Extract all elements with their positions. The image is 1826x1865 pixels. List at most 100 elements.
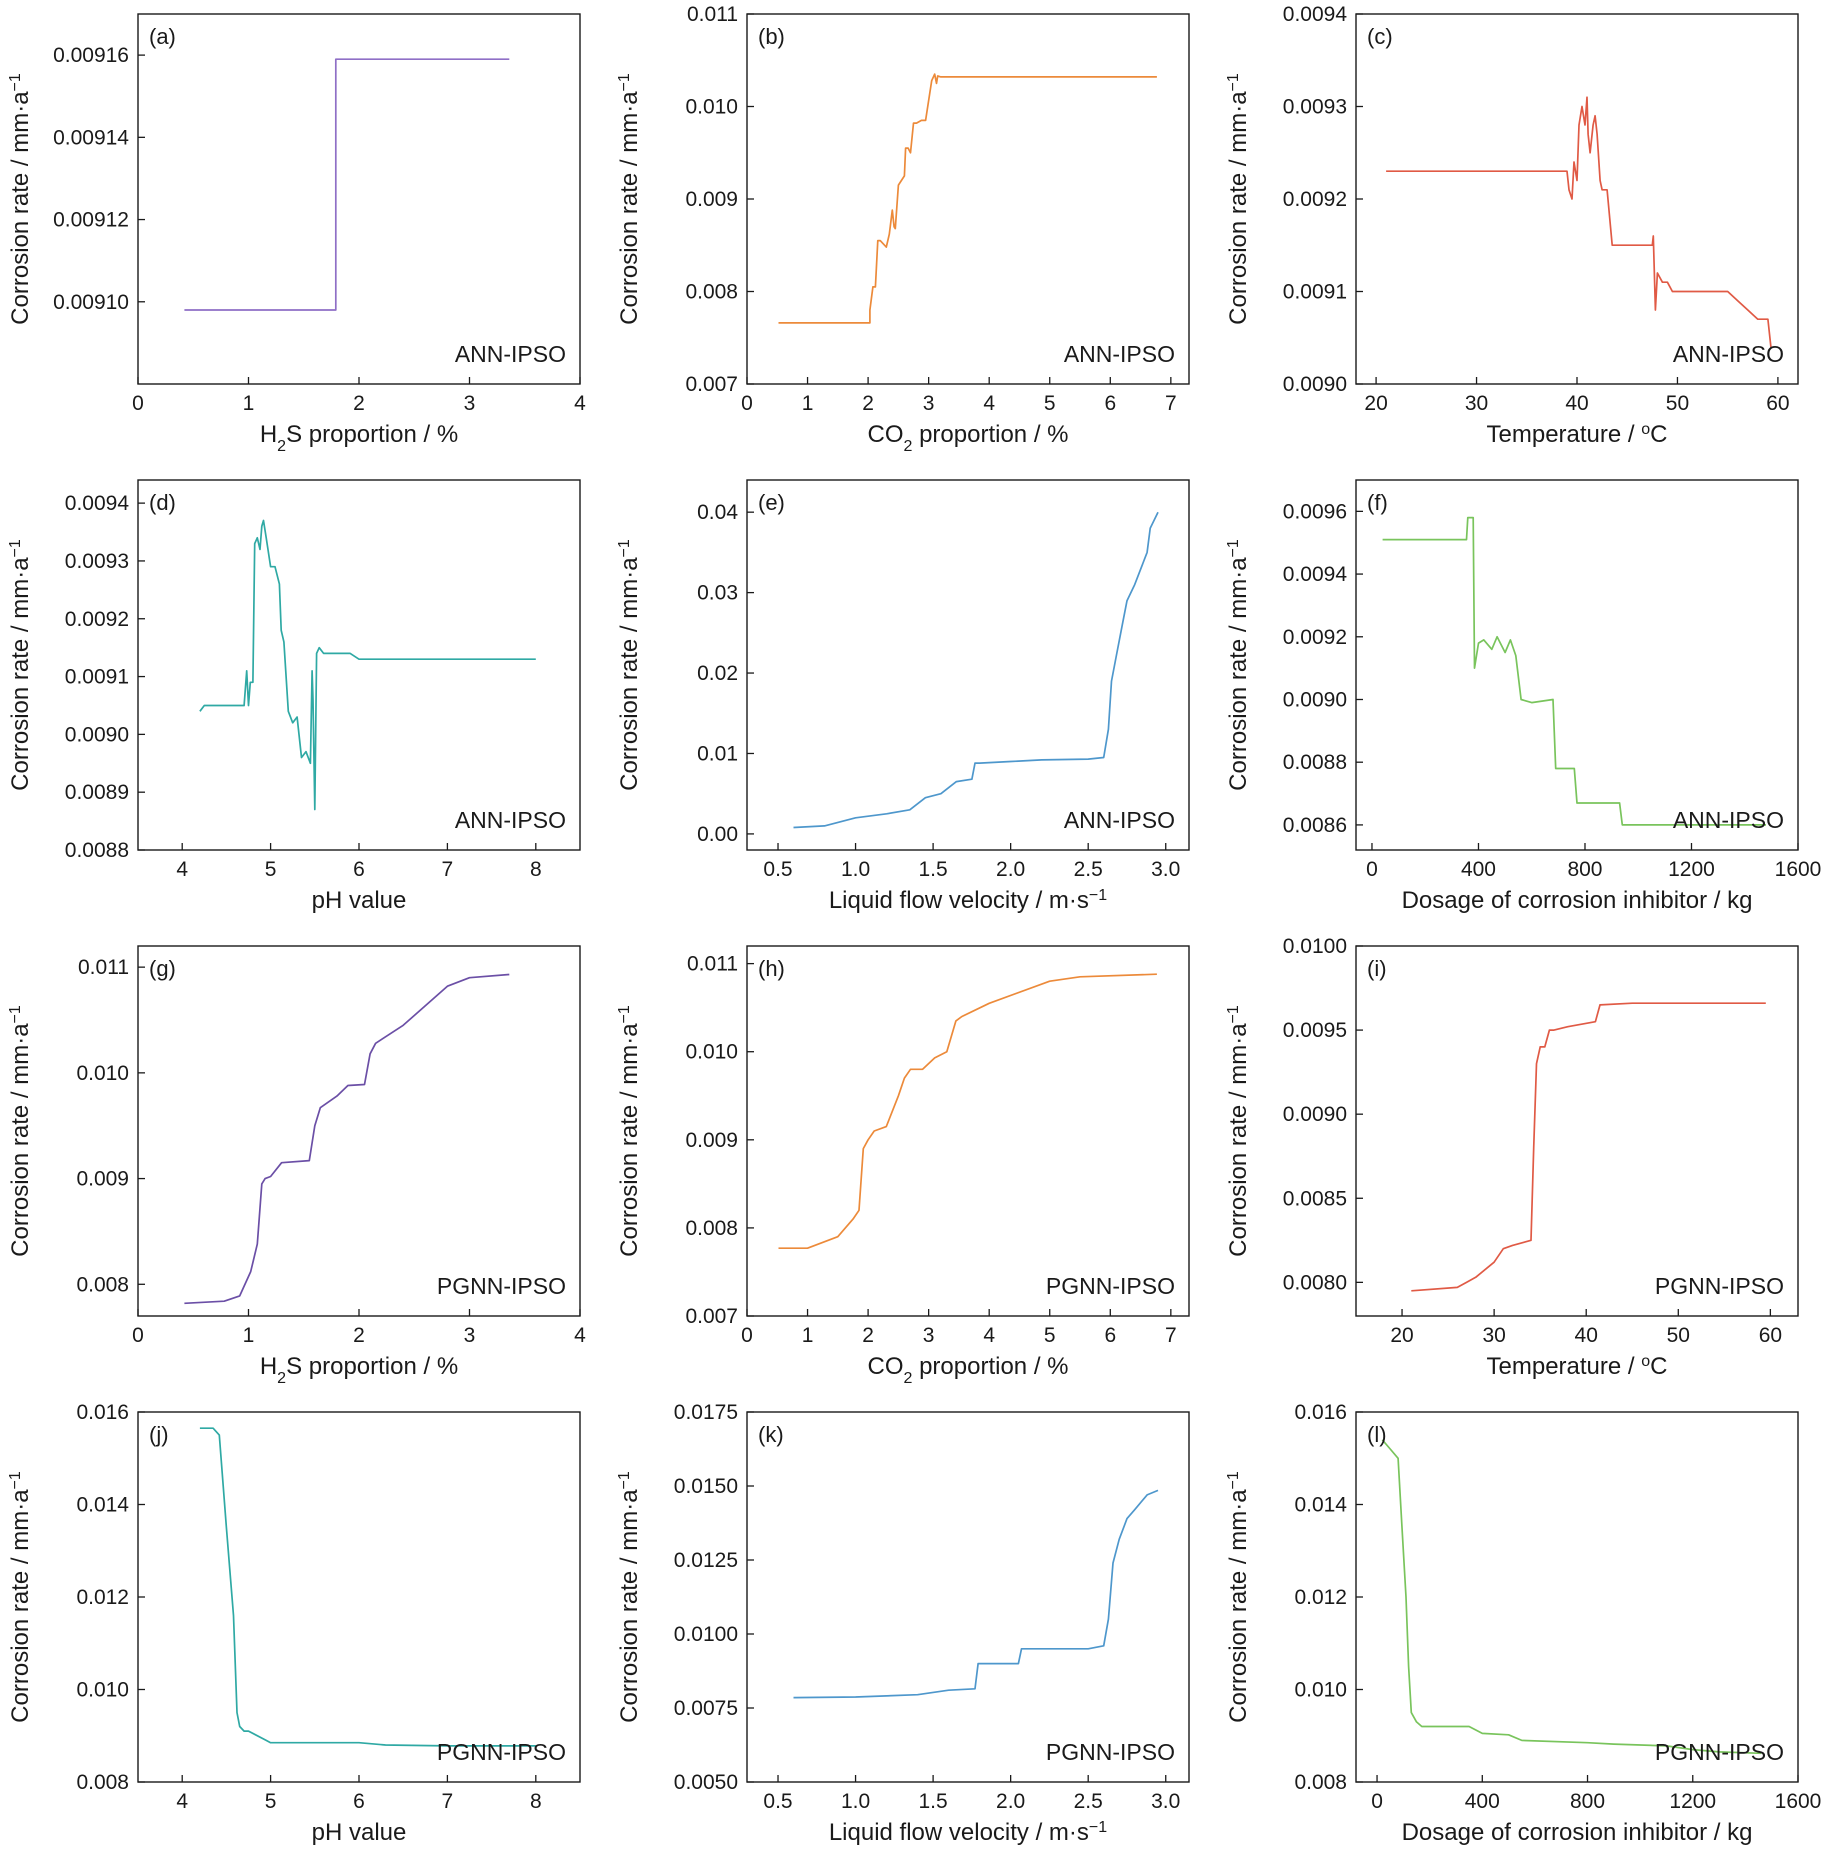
plot-frame [746, 13, 1190, 385]
x-tick-label: 0 [132, 392, 144, 415]
x-tick-label: 3 [464, 1324, 476, 1347]
x-tick-label: 50 [1667, 1324, 1690, 1347]
chart-panel-f: 0 400 800 1200 1600 0.0086 0.0088 0.0090 0.0092 0… [1225, 479, 1821, 914]
x-tick-label: 60 [1766, 392, 1789, 415]
model-annotation: ANN-IPSO [1673, 807, 1784, 833]
series-line [199, 1427, 536, 1747]
model-annotation: ANN-IPSO [455, 807, 566, 833]
series-line [1411, 1002, 1766, 1292]
chart-panel-j: 4 5 6 7 8 0.008 0.010 0.012 0.014 0.016 (j) PGNN-IP… [7, 1401, 581, 1846]
y-tick-label: 0.0086 [1283, 814, 1347, 837]
series-line [1382, 516, 1766, 826]
model-annotation: PGNN-IPSO [1046, 1273, 1175, 1299]
x-tick-label: 1 [802, 392, 814, 415]
y-tick-label: 0.01 [697, 742, 738, 765]
x-tick-label: 2.0 [996, 1790, 1025, 1813]
x-tick-label: 0 [132, 1324, 144, 1347]
x-tick-label: 7 [1165, 1324, 1177, 1347]
y-tick-label: 0.014 [76, 1494, 129, 1517]
y-tick-label: 0.04 [697, 501, 738, 524]
x-tick-label: 20 [1364, 392, 1387, 415]
series-line [184, 58, 510, 311]
x-tick-label: 2.5 [1074, 858, 1103, 881]
panel-label: (f) [1367, 490, 1388, 515]
x-tick-label: 50 [1666, 392, 1689, 415]
series-line [778, 973, 1157, 1250]
chart-panel-d: 4 5 6 7 8 0.0088 0.0089 0.0090 0.0091 0.0092 0.009… [7, 479, 581, 914]
x-axis-label: Temperature / oC [1487, 1353, 1668, 1381]
y-tick-label: 0.009 [685, 188, 738, 211]
plot-frame [746, 945, 1190, 1317]
y-tick-label: 0.007 [685, 1305, 738, 1328]
plot-frame [137, 945, 581, 1317]
panel-label: (c) [1367, 24, 1393, 49]
y-tick-label: 0.0089 [65, 781, 129, 804]
x-tick-label: 0 [1366, 858, 1378, 881]
y-tick-label: 0.00912 [53, 209, 129, 232]
x-tick-label: 2 [862, 392, 874, 415]
panel-label: (d) [149, 490, 176, 515]
y-tick-label: 0.00910 [53, 291, 129, 314]
panel-label: (b) [758, 24, 785, 49]
x-tick-label: 3.0 [1151, 858, 1180, 881]
y-axis-label: Corrosion rate / mm·a−1 [616, 539, 644, 791]
x-tick-label: 40 [1575, 1324, 1598, 1347]
x-tick-label: 5 [265, 1790, 277, 1813]
x-tick-label: 0.5 [763, 858, 792, 881]
y-tick-label: 0.010 [76, 1062, 129, 1085]
series-line [1381, 1439, 1762, 1755]
x-tick-label: 2.5 [1074, 1790, 1103, 1813]
y-tick-label: 0.0085 [1283, 1187, 1347, 1210]
x-axis-label: Dosage of corrosion inhibitor / kg [1402, 1819, 1753, 1846]
x-tick-label: 2.0 [996, 858, 1025, 881]
y-tick-label: 0.007 [685, 373, 738, 396]
chart-panel-g: 0 1 2 3 4 0.008 0.009 0.010 0.011 (g) PGNN-IPSO H2S… [7, 945, 586, 1387]
x-axis-label: Liquid flow velocity / m·s−1 [829, 887, 1107, 915]
x-axis-label: CO2 proportion / % [868, 1353, 1069, 1387]
model-annotation: PGNN-IPSO [1655, 1273, 1784, 1299]
y-axis-label: Corrosion rate / mm·a−1 [7, 539, 35, 791]
y-axis-label: Corrosion rate / mm·a−1 [1225, 1471, 1253, 1723]
chart-panel-c: 20 30 40 50 60 0.0090 0.0091 0.0092 0.0093 0.0094… [1225, 3, 1799, 449]
x-tick-label: 3.0 [1151, 1790, 1180, 1813]
x-tick-label: 1200 [1668, 858, 1715, 881]
x-tick-label: 30 [1465, 392, 1488, 415]
x-tick-label: 5 [1044, 1324, 1056, 1347]
y-tick-label: 0.016 [1294, 1401, 1347, 1424]
x-tick-label: 800 [1570, 1790, 1605, 1813]
series-line [199, 519, 536, 811]
plot-frame [137, 479, 581, 851]
x-tick-label: 3 [923, 392, 935, 415]
y-tick-label: 0.010 [685, 96, 738, 119]
y-tick-label: 0.02 [697, 662, 738, 685]
model-annotation: PGNN-IPSO [1046, 1739, 1175, 1765]
y-tick-label: 0.0100 [1283, 935, 1347, 958]
plot-frame [746, 1411, 1190, 1783]
y-tick-label: 0.010 [1294, 1679, 1347, 1702]
y-tick-label: 0.009 [685, 1129, 738, 1152]
panel-label: (k) [758, 1422, 784, 1447]
x-tick-label: 2 [353, 392, 365, 415]
x-tick-label: 6 [353, 858, 365, 881]
y-tick-label: 0.0090 [65, 723, 129, 746]
x-tick-label: 800 [1567, 858, 1602, 881]
chart-panel-l: 0 400 800 1200 1600 0.008 0.010 0.012 0.014 0.016… [1225, 1401, 1822, 1846]
x-tick-label: 4 [176, 1790, 188, 1813]
x-tick-label: 1600 [1775, 1790, 1822, 1813]
model-annotation: PGNN-IPSO [437, 1739, 566, 1765]
y-axis-label: Corrosion rate / mm·a−1 [1225, 73, 1253, 325]
x-axis-label: H2S proportion / % [260, 1353, 458, 1387]
x-axis-label: H2S proportion / % [260, 421, 458, 455]
y-tick-label: 0.0093 [65, 550, 129, 573]
x-tick-label: 4 [983, 1324, 995, 1347]
x-tick-label: 1.0 [841, 858, 870, 881]
x-axis-label: Liquid flow velocity / m·s−1 [829, 1819, 1107, 1847]
y-tick-label: 0.012 [1294, 1586, 1347, 1609]
y-tick-label: 0.00 [697, 823, 738, 846]
x-axis-label: CO2 proportion / % [868, 421, 1069, 455]
y-tick-label: 0.016 [76, 1401, 129, 1424]
x-axis-label: Temperature / oC [1487, 421, 1668, 449]
x-tick-label: 30 [1482, 1324, 1505, 1347]
panel-label: (h) [758, 956, 785, 981]
series-line [793, 511, 1159, 829]
